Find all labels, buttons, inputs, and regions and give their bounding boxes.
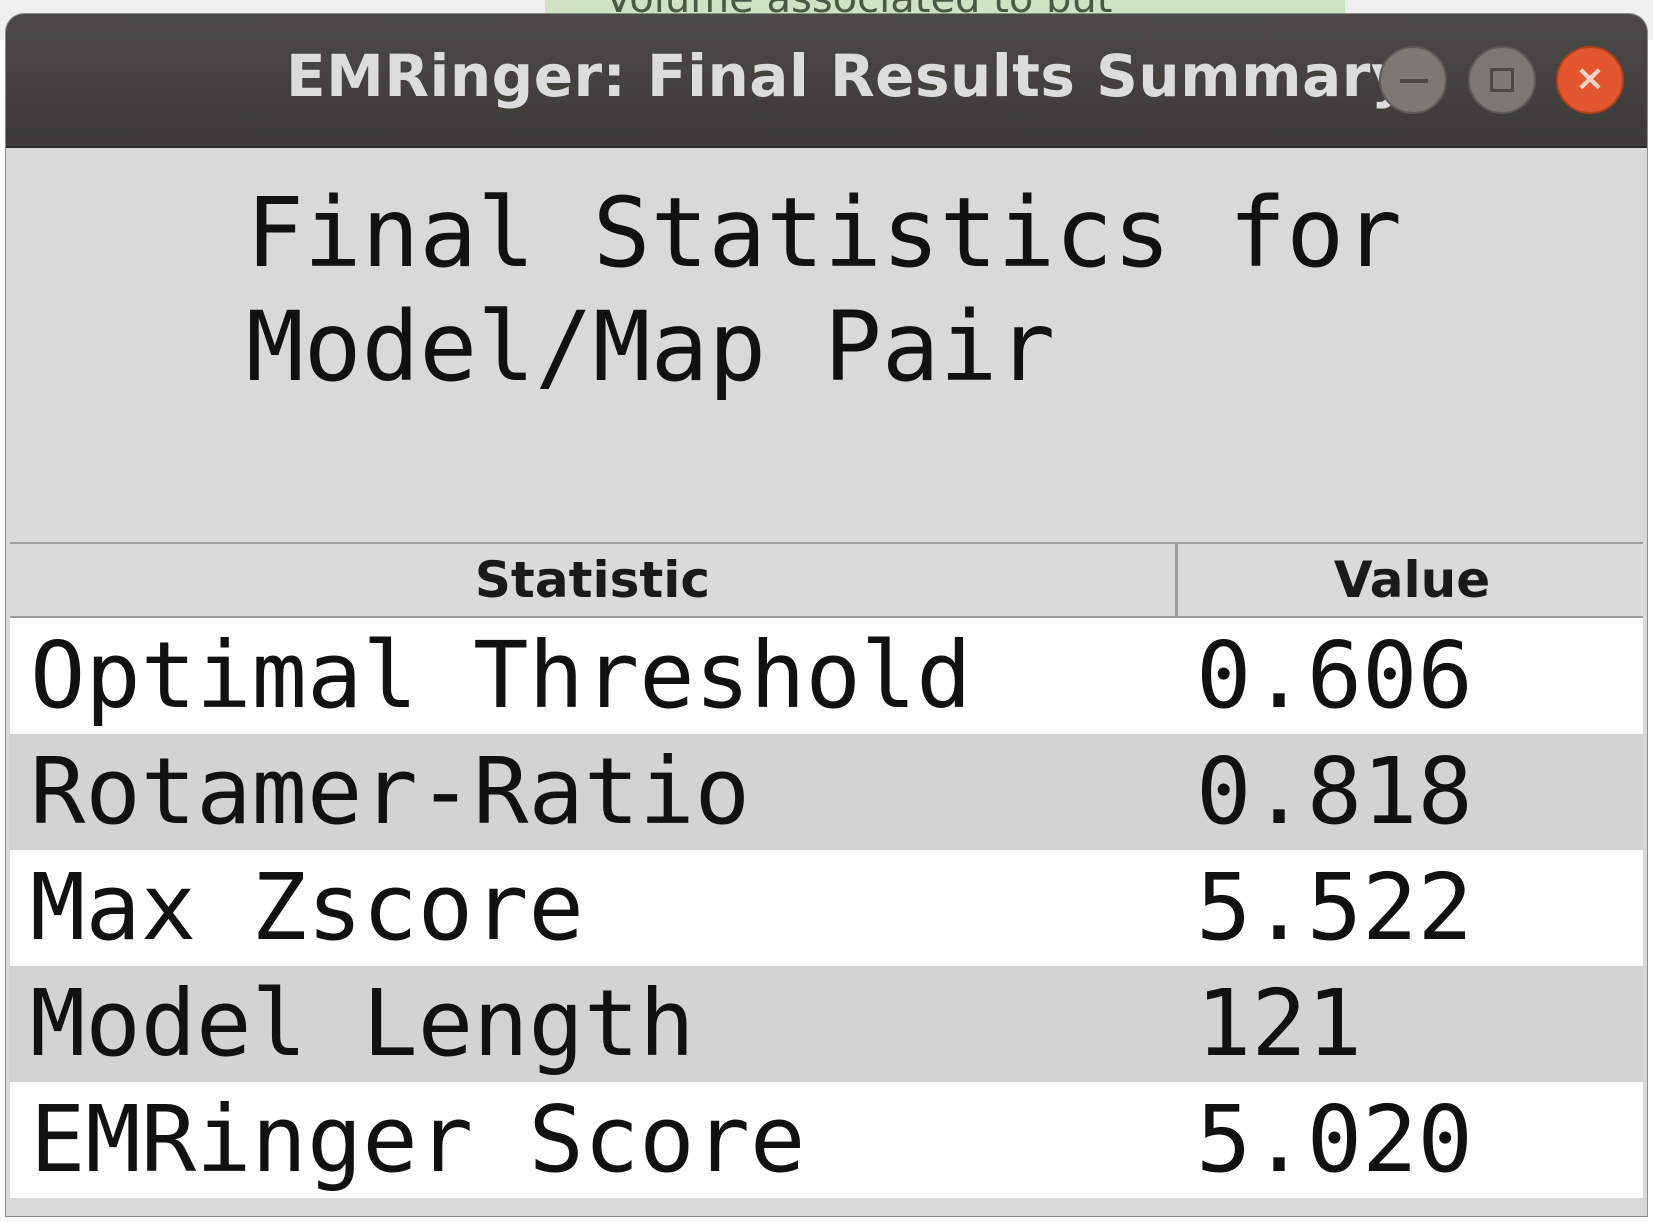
close-button[interactable]: ×	[1556, 46, 1624, 114]
statistic-cell: Max Zscore	[30, 854, 584, 961]
column-header-value[interactable]: Value	[1333, 551, 1491, 609]
value-cell: 5.522	[1196, 854, 1473, 961]
value-cell: 5.020	[1196, 1086, 1473, 1193]
window-title: EMRinger: Final Results Summary	[286, 42, 1410, 110]
statistic-cell: Optimal Threshold	[30, 622, 972, 729]
table-row[interactable]: Optimal Threshold 0.606	[10, 618, 1643, 734]
table-row[interactable]: Rotamer-Ratio 0.818	[10, 734, 1643, 850]
page-title-line-2: Model/Map Pair	[246, 291, 1056, 403]
statistics-table: Statistic Value Optimal Threshold 0.606 …	[10, 542, 1643, 1198]
value-cell: 0.818	[1196, 738, 1473, 845]
close-icon: ×	[1574, 58, 1606, 99]
page-title-line-1: Final Statistics for	[246, 177, 1402, 289]
table-row[interactable]: Max Zscore 5.522	[10, 850, 1643, 966]
minimize-icon	[1400, 79, 1428, 83]
table-row[interactable]: Model Length 121	[10, 966, 1643, 1082]
statistic-cell: EMRinger Score	[30, 1086, 806, 1193]
value-cell: 0.606	[1196, 622, 1473, 729]
minimize-button[interactable]	[1379, 46, 1447, 114]
table-header: Statistic Value	[10, 542, 1643, 618]
maximize-icon	[1490, 68, 1514, 92]
statistic-cell: Model Length	[30, 970, 695, 1077]
maximize-button[interactable]	[1468, 46, 1536, 114]
title-bar[interactable]: EMRinger: Final Results Summary ×	[6, 14, 1647, 148]
table-row[interactable]: EMRinger Score 5.020	[10, 1082, 1643, 1198]
value-cell: 121	[1196, 970, 1363, 1077]
statistic-cell: Rotamer-Ratio	[30, 738, 751, 845]
page-title: Final Statistics for Model/Map Pair	[246, 176, 1626, 404]
results-summary-window: EMRinger: Final Results Summary × Final …	[6, 14, 1647, 1216]
column-header-statistic[interactable]: Statistic	[10, 544, 1178, 616]
